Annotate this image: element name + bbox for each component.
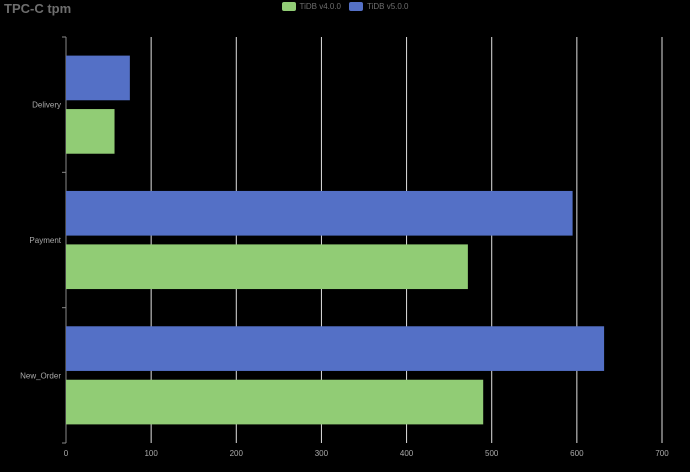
- x-tick-label: 300: [315, 449, 329, 458]
- chart-title: TPC-C tpm: [4, 1, 72, 16]
- x-tick-label: 600: [570, 449, 584, 458]
- x-tick-label: 100: [144, 449, 158, 458]
- x-tick-label: 700: [655, 449, 669, 458]
- category-label: Payment: [29, 236, 61, 245]
- bar: [66, 190, 573, 236]
- x-tick-label: 200: [230, 449, 244, 458]
- legend-swatch: [281, 2, 296, 11]
- legend-label: TiDB v4.0.0: [299, 2, 342, 11]
- legend-swatch: [349, 2, 363, 11]
- bar: [66, 379, 484, 425]
- category-label: New_Order: [20, 371, 61, 380]
- x-tick-label: 0: [64, 449, 69, 458]
- category-label: Delivery: [32, 101, 61, 110]
- legend: TiDB v4.0.0 TiDB v5.0.0: [0, 2, 690, 11]
- x-tick-label: 400: [400, 449, 414, 458]
- x-tick-label: 500: [485, 449, 499, 458]
- legend-item-series-0[interactable]: TiDB v4.0.0: [281, 2, 342, 11]
- bar: [66, 109, 115, 154]
- bar: [66, 326, 605, 371]
- bar: [66, 244, 468, 290]
- bar: [66, 55, 130, 101]
- legend-label: TiDB v5.0.0: [367, 2, 409, 11]
- legend-item-series-1[interactable]: TiDB v5.0.0: [349, 2, 409, 11]
